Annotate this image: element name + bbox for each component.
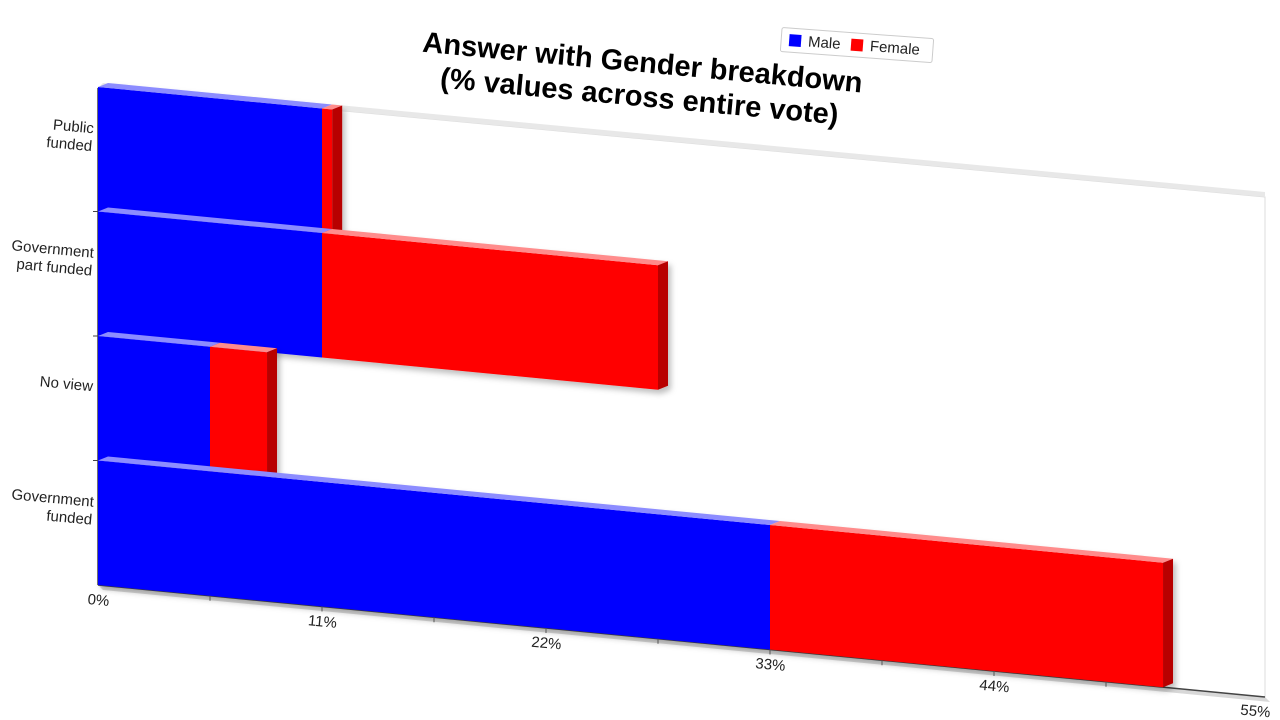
bar-male-0 [98, 87, 322, 233]
bar-male-2 [98, 336, 210, 472]
bar-female-1 [322, 232, 658, 390]
legend-swatch-male [788, 34, 802, 47]
plot-top-edge [98, 83, 1265, 197]
bar-top-female-0 [322, 104, 343, 110]
x-tick-label-4: 44% [979, 677, 1010, 697]
legend: Male Female [779, 27, 935, 63]
bar-group-3 [98, 456, 1174, 688]
bar-top-female-1 [322, 228, 668, 266]
bar-female-2 [210, 346, 268, 477]
bar-end-2 [267, 348, 278, 477]
bar-top-male-0 [98, 83, 332, 109]
bar-end-0 [332, 105, 343, 234]
bar-group-1 [98, 207, 668, 390]
bar-group-0 [98, 83, 343, 234]
bar-end-1 [658, 261, 668, 390]
bar-top-male-2 [98, 332, 220, 347]
bar-female-0 [322, 108, 333, 234]
bar-end-3 [1163, 558, 1174, 688]
category-label-2: No view [39, 373, 94, 395]
legend-swatch-female [850, 38, 864, 52]
x-tick-label-2: 22% [531, 634, 562, 654]
bar-female-3 [770, 524, 1164, 688]
bar-top-male-3 [98, 456, 780, 525]
bar-male-1 [98, 211, 322, 358]
plot-floor [98, 585, 1270, 702]
bar-top-female-3 [770, 520, 1174, 563]
bar-top-male-1 [98, 207, 332, 233]
bar-top-female-2 [210, 342, 278, 353]
bars-layer [98, 83, 1174, 688]
x-tick-label-3: 33% [755, 655, 786, 675]
category-label-0: Publicfunded [46, 116, 95, 155]
x-tick-label-1: 11% [307, 612, 337, 632]
x-tick-label-5: 55% [1240, 702, 1271, 720]
category-label-3: Governmentfunded [9, 486, 95, 529]
bar-male-3 [98, 460, 770, 650]
x-tick-label-0: 0% [87, 591, 110, 610]
legend-label-female: Female [869, 38, 920, 59]
x-tick-labels: 0% 11% 22% 33% 44% 55% [87, 591, 1271, 720]
category-label-1: Governmentpart funded [9, 237, 95, 280]
bar-group-2 [98, 332, 278, 477]
legend-label-male: Male [807, 34, 841, 53]
category-labels: Publicfunded Governmentpart funded No view… [9, 116, 98, 529]
